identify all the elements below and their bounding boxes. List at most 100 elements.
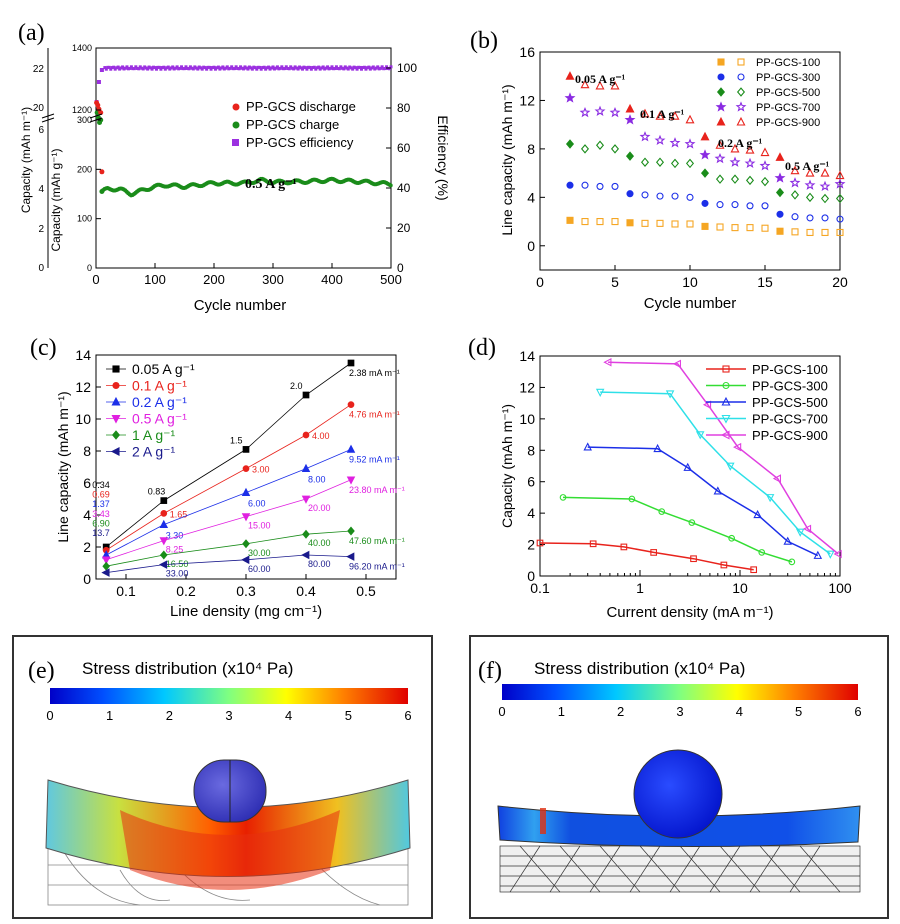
legend-marker [112, 365, 120, 373]
legend-marker [110, 446, 120, 457]
data-label: 8.00 [308, 475, 326, 485]
discharge-point [95, 102, 101, 108]
series-point [835, 170, 845, 180]
efficiency-point [360, 67, 363, 71]
efficiency-point [107, 65, 111, 69]
efficiency-point [112, 65, 116, 69]
series-point [641, 191, 649, 199]
panel-a-x-tick-label: 0 [92, 272, 99, 287]
efficiency-point [208, 65, 212, 69]
legend-marker-open [737, 73, 745, 81]
data-label: 3.30 [166, 531, 184, 541]
legend-label: 0.2 A g⁻¹ [132, 394, 187, 410]
series-point [746, 224, 754, 232]
series-point [791, 213, 799, 221]
series-point [806, 228, 814, 237]
panel-c-series: 0.34 0.83 1.5 2.0 2.38 mA m⁻¹ 0.69 1.65 3.00 4.0… [92, 359, 405, 579]
series-point [159, 550, 168, 560]
legend-marker [720, 430, 730, 440]
scale-tick-label: 6 [404, 708, 411, 723]
series-point [583, 442, 592, 451]
legend-label: 0.05 A g⁻¹ [132, 361, 195, 377]
series-point [242, 539, 250, 549]
panel-a-axis-break [41, 113, 55, 123]
series-point [758, 549, 766, 556]
series-point [160, 510, 168, 517]
data-label: 8.25 [166, 545, 184, 555]
charge-point [388, 183, 393, 188]
efficiency-point [125, 65, 129, 69]
panel-a-points [94, 65, 393, 198]
efficiency-point [178, 66, 182, 70]
data-label: 2.0 [290, 381, 303, 391]
series-point [658, 508, 666, 515]
series-point [639, 131, 651, 142]
series-point [579, 106, 591, 118]
series-point [301, 550, 310, 560]
panel-e-title: Stress distribution (x10⁴ Pa) [82, 659, 293, 678]
series-point [834, 178, 846, 189]
series-line [608, 361, 839, 555]
data-label: 0.83 [148, 487, 166, 497]
series-line [600, 391, 831, 555]
efficiency-point [337, 67, 341, 71]
panel-a-x-tick-label: 500 [380, 272, 402, 287]
efficiency-point [283, 67, 287, 71]
efficiency-point [153, 66, 157, 70]
scale-tick-label: 4 [736, 704, 743, 719]
panel-b-x-tick-label: 10 [682, 274, 698, 290]
efficiency-point [259, 67, 263, 71]
panel-d-x-tick-label: 10 [732, 580, 748, 596]
series-point [700, 168, 710, 178]
panel-a-inner-tick-label: 6 [38, 125, 44, 136]
panel-c-y-tick-label: 2 [83, 539, 91, 555]
efficiency-point [309, 67, 313, 71]
series-point [565, 71, 575, 80]
panel-d-y-tick-label: 2 [527, 537, 535, 553]
series-point [761, 224, 769, 232]
panel-b-annotation: 0.1 A g⁻¹ [640, 107, 685, 121]
panel-d-series [536, 358, 842, 574]
series-point [159, 519, 169, 528]
series-point [581, 218, 589, 226]
series-point [726, 462, 735, 471]
panel-f-ball [633, 749, 723, 839]
data-label: 30.00 [248, 548, 271, 558]
efficiency-point [317, 65, 321, 69]
series-line [587, 446, 819, 557]
panel-a-right-tick-label: 60 [397, 141, 411, 155]
series-point [670, 158, 680, 169]
efficiency-point [196, 67, 200, 71]
series-point [158, 560, 168, 569]
series-point [671, 192, 679, 200]
legend-marker [721, 396, 731, 406]
panel-b-x-tick-label: 0 [536, 274, 544, 290]
data-label: 6.00 [248, 499, 266, 509]
efficiency-point [116, 65, 120, 69]
efficiency-point [379, 66, 383, 70]
data-label: 6.90 [92, 518, 110, 528]
series-point [715, 174, 725, 184]
panel-a-x-tick-label: 100 [144, 272, 166, 287]
scale-tick-label: 5 [795, 704, 802, 719]
series-point [683, 462, 692, 471]
series-point [656, 219, 664, 227]
efficiency-point [280, 65, 284, 69]
legend-label: PP-GCS-900 [752, 428, 828, 443]
panel-f-title: Stress distribution (x10⁴ Pa) [534, 659, 745, 678]
series-point [346, 476, 356, 485]
series-point [609, 106, 621, 118]
series-point [620, 543, 628, 551]
series-point [760, 176, 770, 187]
series-point [795, 528, 805, 537]
efficiency-point [329, 66, 333, 70]
series-point [301, 495, 311, 504]
efficiency-point [342, 67, 346, 71]
scale-tick-label: 0 [46, 708, 53, 723]
efficiency-point [354, 66, 358, 70]
efficiency-point [166, 65, 170, 69]
efficiency-point [183, 67, 186, 71]
efficiency-point [157, 65, 161, 69]
panel-c-y-tick-label: 6 [83, 475, 91, 491]
